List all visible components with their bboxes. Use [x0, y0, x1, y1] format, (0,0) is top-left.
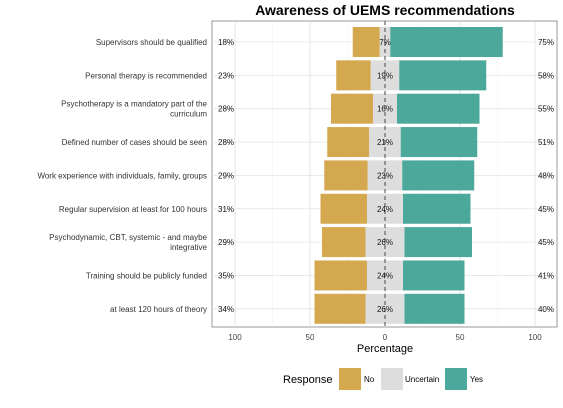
value-label-yes: 58%	[538, 71, 554, 80]
bar-no	[324, 160, 368, 191]
bar-yes	[404, 227, 472, 258]
value-label-no: 23%	[218, 71, 234, 80]
value-label-yes: 48%	[538, 171, 554, 180]
bar-no	[331, 93, 373, 124]
category-label: Psychotherapy is a mandatory part of the	[61, 100, 207, 109]
value-label-no: 29%	[218, 171, 234, 180]
x-tick-label: 100	[228, 333, 242, 342]
value-label-no: 35%	[218, 271, 234, 280]
value-label-uncertain: 16%	[377, 105, 393, 114]
value-label-uncertain: 23%	[377, 171, 393, 180]
value-label-yes: 41%	[538, 271, 554, 280]
value-label-yes: 45%	[538, 205, 554, 214]
value-labels: 18% 7% 75% 23% 19% 58% 28% 16% 55% 28% 21% 51% 29% 23…	[218, 38, 554, 314]
category-labels: Supervisors should be qualified Personal …	[37, 38, 207, 314]
value-label-uncertain: 19%	[377, 71, 393, 80]
value-label-no: 18%	[218, 38, 234, 47]
x-axis-ticks: 100 50 0 50 100	[228, 333, 542, 342]
value-label-uncertain: 24%	[377, 205, 393, 214]
legend-label-yes: Yes	[470, 375, 483, 384]
bar-no	[327, 127, 370, 158]
value-label-uncertain: 7%	[379, 38, 391, 47]
legend-title: Response	[283, 374, 333, 386]
value-label-no: 28%	[218, 105, 234, 114]
value-label-uncertain: 26%	[377, 305, 393, 314]
value-label-uncertain: 26%	[377, 238, 393, 247]
value-label-uncertain: 21%	[377, 138, 393, 147]
value-label-no: 28%	[218, 138, 234, 147]
chart-title: Awareness of UEMS recommendations	[255, 2, 515, 18]
bar-yes	[404, 293, 465, 324]
x-tick-label: 100	[528, 333, 542, 342]
x-tick-label: 50	[306, 333, 315, 342]
bar-no	[322, 227, 366, 258]
bar-yes	[397, 93, 480, 124]
category-label: Defined number of cases should be seen	[62, 138, 207, 147]
bar-yes	[400, 127, 478, 158]
legend-key-no	[339, 368, 361, 390]
category-label: integrative	[170, 243, 207, 252]
category-label: Psychodynamic, CBT, systemic - and maybe	[49, 233, 207, 242]
bar-yes	[390, 27, 503, 57]
bar-yes	[402, 160, 475, 191]
value-label-no: 29%	[218, 238, 234, 247]
value-label-yes: 75%	[538, 38, 554, 47]
bar-no	[320, 193, 367, 224]
value-label-yes: 45%	[538, 238, 554, 247]
category-label: Work experience with individuals, family…	[37, 171, 207, 180]
category-label: at least 120 hours of theory	[110, 305, 207, 314]
legend-label-uncertain: Uncertain	[405, 375, 439, 384]
x-tick-label: 50	[456, 333, 465, 342]
bar-no	[314, 293, 366, 324]
legend-label-no: No	[364, 375, 375, 384]
x-axis-title: Percentage	[357, 343, 413, 355]
value-label-yes: 51%	[538, 138, 554, 147]
value-label-yes: 55%	[538, 105, 554, 114]
value-label-no: 31%	[218, 205, 234, 214]
value-label-uncertain: 24%	[377, 271, 393, 280]
legend-key-uncertain	[381, 368, 403, 390]
bar-yes	[399, 60, 487, 91]
bar-yes	[403, 260, 465, 291]
bar-no	[352, 27, 380, 57]
category-label: Training should be publicly funded	[86, 271, 207, 280]
category-label: Supervisors should be qualified	[96, 38, 207, 47]
legend-key-yes	[445, 368, 467, 390]
plot-panel	[211, 20, 558, 328]
bar-no	[314, 260, 367, 291]
value-label-no: 34%	[218, 305, 234, 314]
value-label-yes: 40%	[538, 305, 554, 314]
category-label: Regular supervision at least for 100 hou…	[59, 205, 207, 214]
bar-no	[336, 60, 371, 91]
x-tick-label: 0	[383, 333, 388, 342]
category-label: curriculum	[170, 110, 207, 119]
category-label: Personal therapy is recommended	[85, 71, 207, 80]
bar-yes	[403, 193, 471, 224]
legend: Response No Uncertain Yes	[283, 368, 483, 390]
